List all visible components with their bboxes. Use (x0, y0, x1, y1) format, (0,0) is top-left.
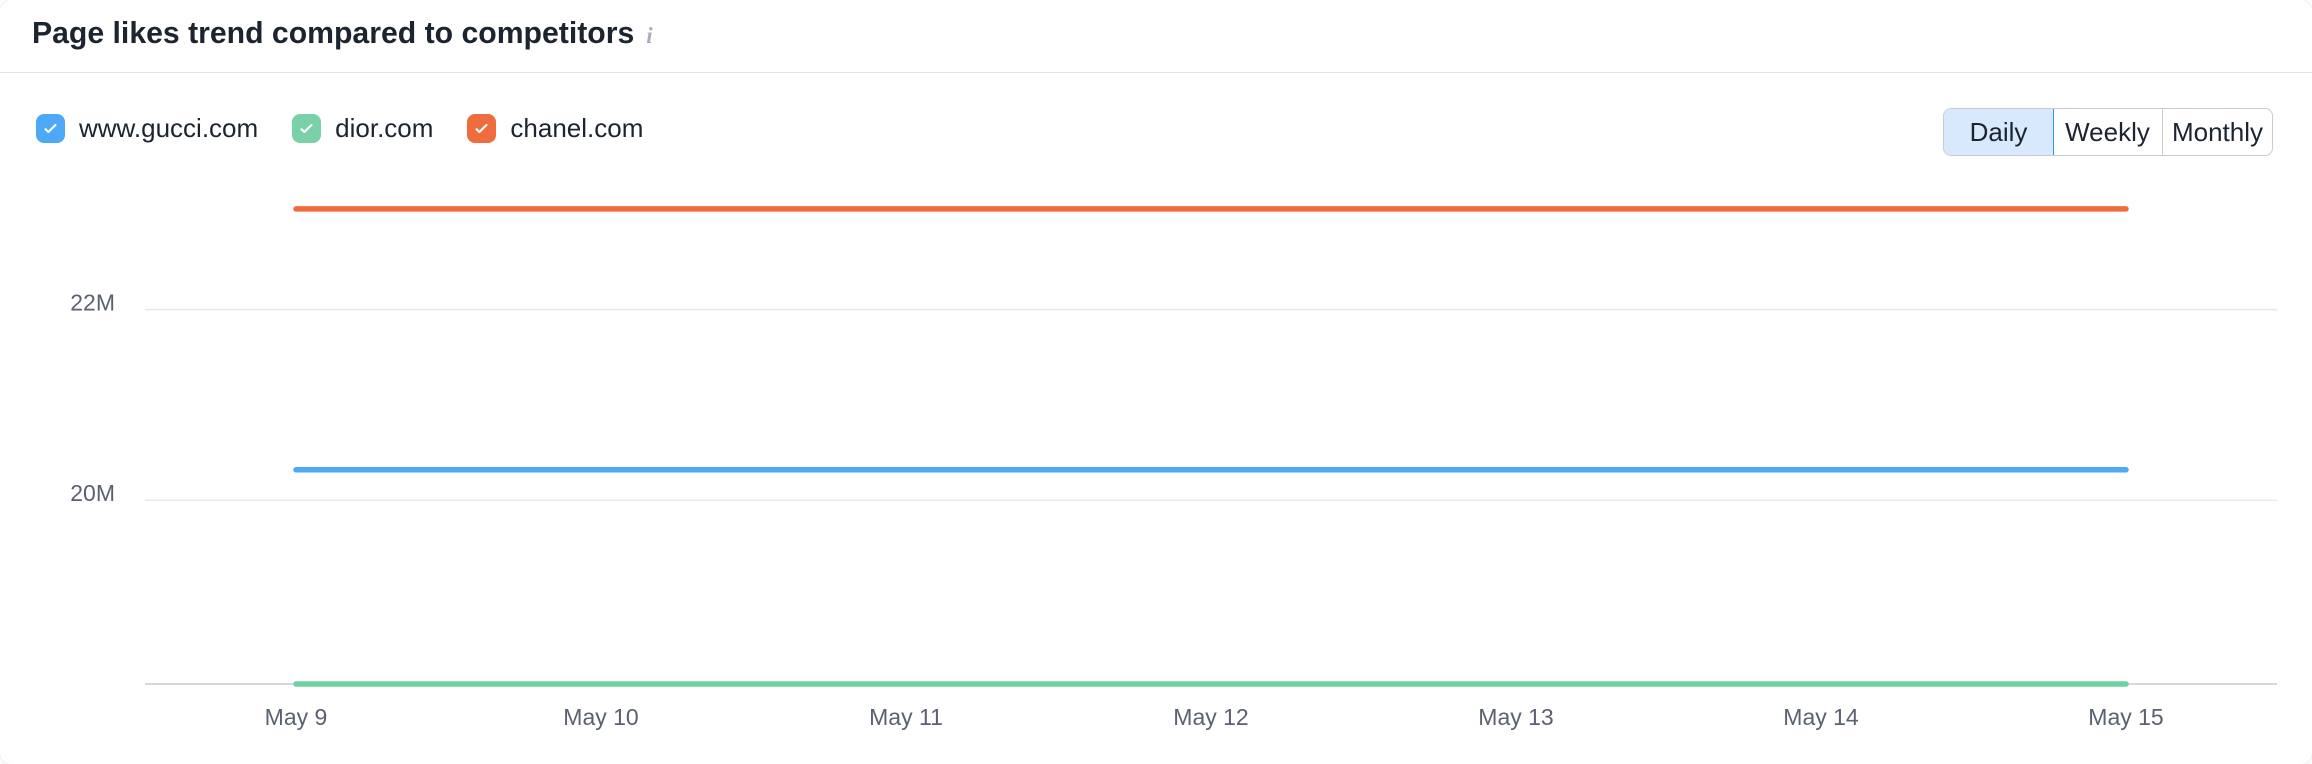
svg-text:May 12: May 12 (1173, 704, 1248, 730)
svg-text:May 11: May 11 (869, 704, 943, 730)
svg-text:May 15: May 15 (2088, 704, 2163, 730)
svg-text:May 13: May 13 (1478, 704, 1553, 730)
svg-text:20M: 20M (70, 480, 115, 506)
svg-text:May 14: May 14 (1783, 704, 1859, 730)
svg-text:May 9: May 9 (265, 704, 328, 730)
svg-text:May 10: May 10 (563, 704, 638, 730)
svg-text:22M: 22M (70, 290, 115, 316)
